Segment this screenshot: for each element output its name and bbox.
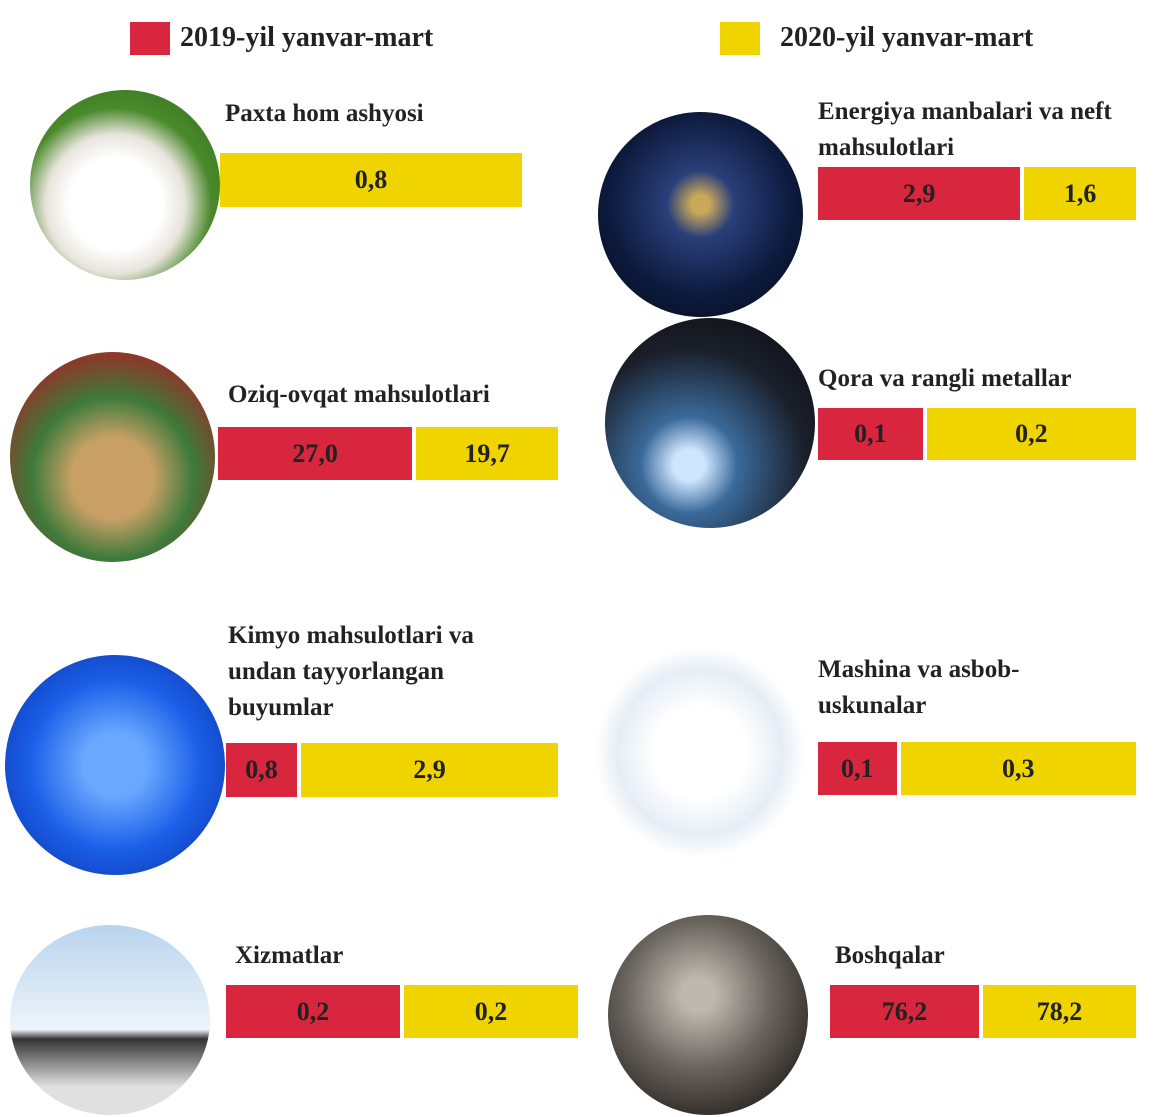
bar-segment: 0,8 — [220, 153, 522, 207]
bar-segment: 0,8 — [226, 743, 297, 797]
bar-segment: 27,0 — [218, 427, 412, 480]
category-title: Kimyo mahsulotlari va undan tayyorlangan… — [228, 618, 518, 726]
bar-segment: 78,2 — [983, 985, 1136, 1038]
people-globe-image — [608, 915, 808, 1115]
bar-segment: 19,7 — [416, 427, 558, 480]
cotton-image — [30, 90, 220, 280]
bar-segment: 0,2 — [404, 985, 578, 1038]
refinery-image — [598, 112, 803, 317]
bar-segment: 0,2 — [226, 985, 400, 1038]
bar-segment: 0,1 — [818, 742, 897, 795]
bar-segment: 0,1 — [818, 408, 923, 460]
bar-segment: 76,2 — [830, 985, 979, 1038]
category-title: Paxta hom ashyosi — [225, 96, 525, 132]
bar-segment: 1,6 — [1024, 167, 1136, 220]
bar-segment: 2,9 — [818, 167, 1020, 220]
bar-segment: 2,9 — [301, 743, 558, 797]
category-title: Xizmatlar — [235, 938, 535, 974]
category-title: Mashina va asbob-uskunalar — [818, 652, 1058, 724]
services-image — [10, 925, 210, 1115]
legend-swatch — [130, 22, 170, 55]
machinery-image — [595, 645, 805, 860]
market-image — [10, 352, 215, 562]
infographic: 2019-yil yanvar-mart 2020-yil yanvar-mar… — [0, 0, 1157, 1117]
category-title: Qora va rangli metallar — [818, 361, 1138, 397]
category-title: Energiya manbalari va neft mahsulotlari — [818, 94, 1118, 166]
chemistry-image — [5, 655, 225, 875]
bar-segment: 0,2 — [927, 408, 1136, 460]
legend-label: 2019-yil yanvar-mart — [180, 21, 433, 55]
legend-label: 2020-yil yanvar-mart — [780, 21, 1033, 55]
welding-image — [605, 318, 815, 528]
legend-swatch — [720, 22, 760, 55]
category-title: Boshqalar — [835, 938, 1135, 974]
bar-segment: 0,3 — [901, 742, 1137, 795]
category-title: Oziq-ovqat mahsulotlari — [228, 377, 548, 413]
